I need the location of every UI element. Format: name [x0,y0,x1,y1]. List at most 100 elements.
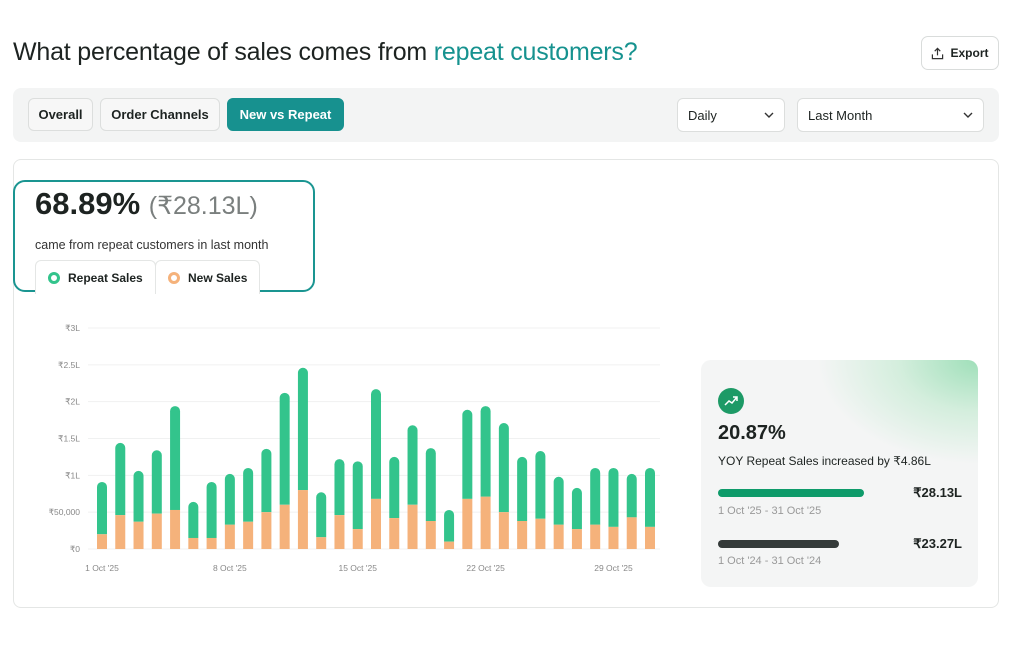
new-sales-bar [97,534,107,549]
new-sales-bar [115,515,126,549]
export-button[interactable]: Export [921,36,999,70]
repeat-sales-bar [371,389,381,499]
yoy-percent: 20.87% [718,422,786,444]
repeat-sales-bar [389,456,400,519]
new-sales-bar [425,521,436,549]
y-tick-label: ₹2L [65,397,80,407]
new-sales-bar [151,513,162,549]
repeat-sales-bar [261,448,272,513]
new-sales-bar [498,512,509,549]
new-sales-bar [389,518,400,549]
new-sales-bar [444,541,455,549]
repeat-sales-bar [243,467,254,522]
repeat-sales-bar [352,461,363,530]
repeat-sales-bar [224,473,235,525]
repeat-sales-bar [279,392,290,505]
repeat-sales-bar [115,442,126,516]
new-sales-bar [206,537,217,549]
granularity-select[interactable]: Daily [677,98,785,132]
repeat-sales-bar [553,476,564,525]
repeat-sales-bar [316,492,327,538]
page-title: What percentage of sales comes from repe… [13,38,638,66]
repeat-sales-bar [571,487,582,530]
repeat-sales-bar [645,467,655,527]
tab-new-vs-repeat[interactable]: New vs Repeat [227,98,344,131]
x-tick-label: 1 Oct '25 [85,563,119,573]
current-amount: ₹28.13L [913,485,962,500]
y-tick-label: ₹1L [65,470,80,480]
title-highlight: repeat customers? [433,38,638,66]
repeat-sales-bar [626,473,637,518]
summary-caption: came from repeat customers in last month [35,238,269,252]
repeat-sales-bar [535,451,546,519]
x-tick-label: 15 Oct '25 [338,563,377,573]
y-tick-label: ₹3L [65,323,80,333]
repeat-sales-bar [462,409,473,499]
new-sales-bar [462,498,473,549]
legend-dot-icon [48,271,60,284]
new-sales-bar [535,518,546,549]
new-sales-bar [316,537,327,549]
new-sales-bar [279,504,290,549]
repeat-sales-bar [170,406,181,510]
x-tick-label: 29 Oct '25 [594,563,633,573]
new-sales-bar [297,490,308,549]
legend-repeat-sales[interactable]: Repeat Sales [35,260,156,294]
new-sales-bar [571,529,582,549]
new-sales-bar [645,526,655,549]
new-sales-bar [590,524,601,549]
chevron-down-icon [963,112,973,118]
new-sales-bar [407,504,418,549]
new-sales-bar [261,512,272,549]
y-tick-label: ₹2.5L [58,360,80,370]
chevron-down-icon [764,112,774,118]
repeat-sales-bar [407,425,418,505]
previous-range: 1 Oct '24 - 31 Oct '24 [718,555,822,567]
new-sales-bar [553,524,564,549]
repeat-amount: (₹28.13L) [148,192,258,220]
filter-toolbar: Overall Order Channels New vs Repeat Dai… [13,88,999,142]
chart-card [13,159,999,608]
upload-icon [932,47,944,59]
repeat-sales-bar [444,509,455,542]
previous-amount: ₹23.27L [913,536,962,551]
tab-order-channels[interactable]: Order Channels [100,98,220,131]
period-select[interactable]: Last Month [797,98,984,132]
repeat-sales-bar [608,467,619,527]
current-range: 1 Oct '25 - 31 Oct '25 [718,505,822,517]
y-tick-label: ₹0 [70,544,80,554]
repeat-sales-bar [97,481,107,535]
x-tick-label: 22 Oct '25 [466,563,505,573]
yoy-card: 20.87% YOY Repeat Sales increased by ₹4.… [701,360,978,587]
repeat-sales-bar [188,501,199,538]
new-sales-bar [243,521,254,549]
new-sales-bar [626,517,637,549]
new-sales-bar [188,537,199,549]
summary-box: 68.89% (₹28.13L) came from repeat custom… [13,180,315,294]
trending-up-icon [718,388,744,414]
repeat-sales-bar [498,423,509,513]
repeat-sales-bar [133,470,144,522]
repeat-sales-bar [480,406,491,497]
tab-overall[interactable]: Overall [28,98,93,131]
stacked-bar-chart: ₹0 ₹50,000 ₹1L ₹1.5L ₹2L ₹2.5L ₹3L 1 Oct '25 8 O… [49,323,660,573]
new-sales-bar [133,521,144,549]
repeat-sales-bar [590,467,601,525]
repeat-sales-bar [206,481,217,538]
legend-new-sales[interactable]: New Sales [155,260,261,294]
y-tick-label: ₹1.5L [58,434,80,444]
repeat-sales-bar [517,456,528,522]
y-tick-label: ₹50,000 [49,507,81,517]
new-sales-bar [334,515,345,549]
new-sales-bar [170,509,181,549]
legend-dot-icon [168,271,180,284]
new-sales-bar [352,529,363,549]
current-period-bar [718,489,864,497]
new-sales-bar [480,496,491,549]
repeat-sales-bar [425,448,436,522]
new-sales-bar [608,526,619,549]
repeat-sales-bar [297,367,308,491]
repeat-sales-bar [151,450,162,514]
new-sales-bar [224,524,235,549]
new-sales-bar [371,498,381,549]
